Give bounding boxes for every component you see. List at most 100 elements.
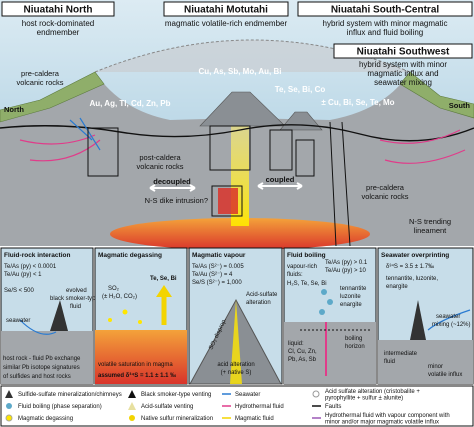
direction-label: North: [4, 105, 24, 114]
panel-text: Te/Au (S²⁻) = 4: [192, 272, 233, 278]
title-box: [163, 1, 289, 17]
panel-text: Cl, Cu, Zn,: [288, 349, 317, 355]
arrow: [257, 182, 303, 190]
host-rock: [378, 340, 473, 384]
bubble: [108, 318, 112, 322]
motutahi-cone: [199, 91, 286, 127]
legend-icon: [5, 390, 13, 398]
panel-text: evolved: [66, 288, 87, 294]
rock-label: volcanic rocks: [136, 162, 183, 171]
panel-text: Se/S < 500: [4, 288, 35, 294]
legend-icon: [6, 403, 12, 409]
lineament-label: N-S trending: [409, 217, 451, 226]
panel-text: minor: [428, 364, 443, 370]
panel-text: Te/As (py) > 0.1: [325, 260, 368, 266]
direction-label: South: [449, 101, 471, 110]
site-title: Niuatahi Motutahi: [184, 5, 268, 16]
legend-label: Acid sulfate alteration (cristobalite +: [325, 389, 420, 395]
site-title: Niuatahi North: [24, 5, 93, 16]
site-subtitle: host rock-dominated: [22, 19, 94, 28]
panel-text: δ³⁴S = 3.5 ± 1.7‰: [386, 263, 434, 270]
legend-label: Magmatic degassing: [18, 416, 73, 422]
panel-text: Te/Au (py) > 10: [325, 268, 367, 274]
panel-text: volatile saturation in magma: [98, 362, 173, 368]
panel-text: volatile influx: [428, 372, 462, 378]
panel-text: (± H₂O, CO₂): [102, 294, 137, 300]
focus-box: [209, 125, 251, 171]
panel-text: host rock - fluid Pb exchange: [3, 356, 81, 362]
title-box: [333, 43, 473, 59]
host-rock: [1, 331, 93, 384]
seawater-flow: [19, 319, 57, 335]
fault: [329, 121, 351, 247]
pre-caldera-rocks: [0, 71, 105, 123]
legend-label: Fluid boiling (phase separation): [18, 404, 102, 410]
element-label: ± Cu, Bi, Se, Te, Mo: [321, 98, 394, 107]
legend-label: pyrophyllite + sulfur ± alunite): [325, 395, 403, 401]
legend-frame: [0, 385, 474, 427]
title-box: [1, 1, 115, 17]
bubble: [321, 289, 327, 295]
degassing-arrow: [156, 285, 172, 297]
magma: [110, 218, 370, 250]
panel-text: Se/S (S²⁻) = 1,000: [192, 280, 242, 286]
legend-icon: [128, 402, 136, 410]
legend-icon: [129, 415, 135, 421]
panel-text: vapour-rich: [287, 264, 317, 270]
panel-text: enargite: [340, 302, 362, 308]
panel-title: Fluid-rock interaction: [4, 252, 70, 259]
legend-label: Seawater: [235, 392, 260, 398]
legend-icon: [128, 390, 136, 398]
site-subtitle: influx and fluid boiling: [347, 28, 424, 37]
site-subtitle: magmatic influx and: [367, 69, 438, 78]
coupling-label: coupled: [266, 175, 295, 184]
panel-title: Fluid boiling: [287, 252, 326, 259]
element-label: Te, Se, Bi, Co: [275, 85, 326, 94]
legend-label: minor and/or major magmatic volatile inf…: [325, 419, 439, 425]
dike-label: N-S dike intrusion?: [145, 196, 208, 205]
panel-text: alteration: [246, 300, 271, 306]
arrow: [149, 184, 196, 192]
legend-label: Sulfide-sulfate mineralization/chimneys: [18, 392, 122, 398]
focus-box: [269, 129, 293, 171]
legend-icon: [5, 414, 13, 422]
panel-text: Acid-sulfate: [246, 292, 278, 298]
legend-label: Faults: [325, 404, 341, 410]
seawater-flow: [427, 309, 471, 331]
fault: [0, 124, 474, 142]
legend-label: Hydrothermal fluid with vapour component…: [325, 413, 450, 419]
legend-label: Native sulfur mineralization: [141, 416, 213, 422]
site-title: Niuatahi Southwest: [357, 47, 450, 58]
legend-label: Magmatic fluid: [235, 416, 274, 422]
coupling-label: decoupled: [153, 177, 191, 186]
panel-text: Te/As (S²⁻) = 0.005: [192, 264, 244, 270]
panel: Magmatic vapour Te/As (S²⁻) = 0.005 Te/A…: [188, 247, 283, 385]
panel-text: SO₂: [108, 286, 120, 292]
panel-text: tennantite: [340, 286, 367, 292]
panel-text: fluids:: [287, 272, 303, 278]
bubble: [327, 299, 333, 305]
rock-label: pre-caldera: [21, 69, 60, 78]
cross-section: Niuatahi North host rock-dominated endme…: [0, 0, 474, 250]
site-subtitle: magmatic volatile-rich endmember: [165, 19, 288, 28]
hydrothermal-flow: [379, 129, 466, 164]
rock-label: volcanic rocks: [361, 192, 408, 201]
focus-box: [295, 139, 315, 177]
dome: [94, 39, 411, 73]
focus-box: [87, 127, 119, 177]
panel-title: Magmatic degassing: [98, 252, 162, 259]
panel: Magmatic degassing SO₂ (± H₂O, CO₂) Te, …: [94, 247, 188, 385]
legend: Sulfide-sulfate mineralization/chimneys F…: [0, 385, 474, 427]
panel-text: intermediate: [384, 351, 418, 357]
panel-text: horizon: [345, 344, 365, 350]
panel-text: seawater: [436, 314, 460, 320]
panel-text: acid alteration: [217, 362, 254, 368]
legend-label: Acid-sulfate venting: [141, 404, 193, 410]
panel-text: boiling: [345, 336, 362, 342]
title-box: [297, 1, 473, 17]
chimney: [50, 300, 68, 331]
panel: Fluid-rock interaction Te/As (py) < 0.00…: [0, 247, 99, 385]
element-label: Cu, As, Sb, Mo, Au, Bi: [199, 67, 282, 76]
panel-text: fluid: [384, 359, 395, 365]
